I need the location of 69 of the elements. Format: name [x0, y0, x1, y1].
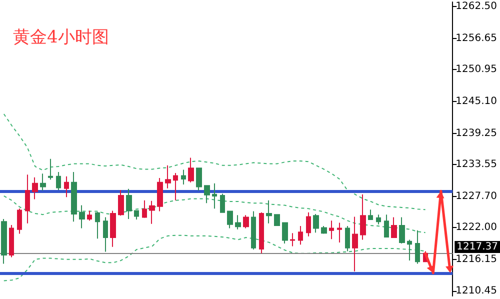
- candlestick: [391, 216, 397, 238]
- candlestick: [266, 200, 272, 224]
- candlestick: [32, 176, 38, 200]
- candlestick: [173, 172, 178, 201]
- candlestick: [306, 212, 311, 237]
- candlestick: [204, 185, 210, 204]
- line-series: [3, 195, 426, 234]
- candlestick: [71, 171, 77, 222]
- y-tick-label: 1256.65: [456, 32, 498, 44]
- candlestick: [227, 210, 233, 229]
- candlestick: [79, 204, 85, 229]
- candlestick: [251, 210, 256, 250]
- candlestick: [95, 211, 100, 240]
- candlestick: [103, 216, 108, 252]
- y-tick-label: 1262.50: [456, 0, 498, 12]
- candlestick: [118, 189, 124, 216]
- candlestick: [368, 209, 373, 220]
- candlestick: [415, 230, 420, 264]
- candlestick: [9, 224, 14, 258]
- candlestick: [126, 188, 132, 220]
- candlestick: [220, 193, 225, 213]
- candlestick: [259, 212, 264, 254]
- candlestick: [376, 214, 381, 225]
- candlestick: [196, 168, 202, 192]
- candlestick: [235, 214, 241, 230]
- candlestick: [337, 222, 342, 243]
- candlestick: [282, 222, 288, 244]
- line-series: [3, 234, 426, 282]
- candlestick: [181, 169, 186, 186]
- candlestick: [384, 214, 389, 238]
- y-tick-label: 1245.10: [456, 96, 498, 107]
- candlestick: [407, 239, 412, 261]
- candlestick: [352, 216, 358, 272]
- candlestick: [212, 182, 217, 210]
- candlestick: [321, 226, 327, 234]
- y-tick-label: 1250.95: [456, 64, 498, 75]
- candlestick: [25, 174, 30, 224]
- candlestick: [134, 210, 139, 220]
- y-tick-label: 1216.15: [456, 254, 498, 266]
- line-series: [3, 114, 426, 210]
- candlestick: [56, 171, 61, 190]
- y-tick-label: 1222.00: [456, 222, 498, 234]
- candlestick: [165, 164, 171, 189]
- candlestick: [313, 214, 319, 234]
- candlestick: [110, 210, 116, 248]
- candlestick: [17, 208, 22, 234]
- candlestick: [157, 177, 163, 212]
- candlestick: [87, 210, 92, 222]
- ref-line-label: 1217.37: [456, 241, 498, 252]
- candlestick: [360, 194, 366, 240]
- text: 黄金4小时图: [13, 28, 109, 48]
- candlestick: [48, 158, 53, 180]
- candlestick: [290, 232, 295, 247]
- candlestick: [243, 214, 249, 229]
- candlestick: [274, 214, 280, 226]
- y-tick-label: 1233.55: [456, 159, 498, 170]
- candlestick: [40, 173, 46, 192]
- candlestick: [188, 157, 194, 183]
- y-tick-label: 1227.70: [456, 191, 498, 202]
- candlestick: [329, 220, 334, 240]
- candlestick: [64, 176, 69, 198]
- candlestick: [149, 200, 155, 224]
- y-tick-label: 1210.45: [456, 285, 498, 296]
- y-tick-label: 1239.25: [456, 128, 498, 139]
- candlestick: [1, 218, 7, 264]
- candlestick: [142, 200, 147, 218]
- candlestick: [399, 216, 405, 244]
- candlestick: [345, 226, 350, 252]
- candlestick: [298, 226, 303, 246]
